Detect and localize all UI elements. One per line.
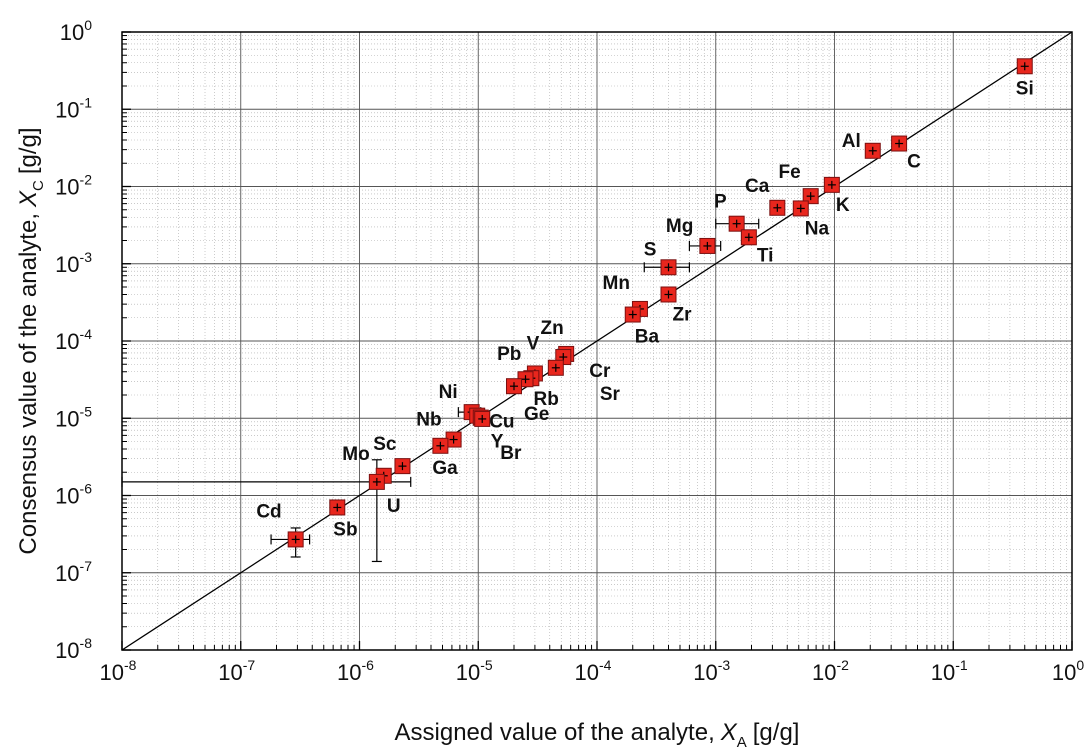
- y-tick-label: 100: [60, 17, 92, 45]
- point-label-ga: Ga: [432, 458, 458, 479]
- point-label-cr: Cr: [589, 361, 611, 382]
- y-tick-label: 10-1: [55, 94, 92, 122]
- x-tick-label: 10-5: [456, 657, 493, 685]
- point-label-pb: Pb: [497, 344, 521, 365]
- x-tick-label: 10-6: [337, 657, 374, 685]
- point-label-u: U: [387, 496, 401, 517]
- point-label-sc: Sc: [373, 434, 397, 455]
- x-tick-label: 10-4: [575, 657, 612, 685]
- y-tick-label: 10-5: [55, 403, 92, 431]
- point-label-zn: Zn: [541, 318, 564, 339]
- y-tick-label: 10-8: [55, 635, 92, 663]
- point-label-mo: Mo: [342, 444, 369, 465]
- point-label-mn: Mn: [603, 273, 630, 294]
- y-tick-label: 10-2: [55, 172, 92, 200]
- point-label-br: Br: [500, 443, 522, 464]
- point-label-k: K: [836, 195, 850, 216]
- point-label-na: Na: [805, 218, 830, 239]
- x-tick-label: 10-3: [693, 657, 730, 685]
- x-tick-label: 100: [1052, 657, 1084, 685]
- y-tick-labels: 10-8 10-7 10-6 10-5 10-4 10-3 10-2 10-1 100: [55, 17, 92, 663]
- x-tick-label: 10-8: [100, 657, 137, 685]
- x-tick-label: 10-1: [931, 657, 968, 685]
- point-label-sb: Sb: [333, 519, 357, 540]
- point-label-sr: Sr: [600, 384, 621, 405]
- y-tick-label: 10-6: [55, 481, 92, 509]
- point-label-ni: Ni: [439, 382, 458, 403]
- point-label-v: V: [527, 333, 540, 354]
- point-label-zr: Zr: [672, 304, 692, 325]
- x-tick-labels: 10-8 10-7 10-6 10-5 10-4 10-3 10-2 10-1 100: [100, 657, 1085, 685]
- point-label-cu: Cu: [489, 412, 514, 433]
- point-label-cd: Cd: [256, 501, 281, 522]
- point-label-si: Si: [1016, 78, 1034, 99]
- point-label-mg: Mg: [666, 216, 693, 237]
- point-label-fe: Fe: [778, 162, 800, 183]
- point-label-y: Y: [491, 432, 504, 453]
- x-tick-label: 10-7: [218, 657, 255, 685]
- point-label-ca: Ca: [745, 176, 770, 197]
- point-label-nb: Nb: [416, 410, 441, 431]
- point-label-al: Al: [842, 131, 861, 152]
- point-label-p: P: [714, 192, 727, 213]
- y-axis-title: Consensus value of the analyte,XC[g/g]: [15, 127, 47, 554]
- point-label-ge: Ge: [524, 404, 549, 425]
- point-label-c: C: [907, 152, 921, 173]
- point-label-ti: Ti: [757, 245, 774, 266]
- point-label-s: S: [644, 239, 657, 260]
- y-tick-label: 10-7: [55, 558, 92, 586]
- x-tick-label: 10-2: [812, 657, 849, 685]
- data-markers: [287, 58, 1033, 548]
- major-grid: [122, 32, 1072, 650]
- x-axis-title: Assigned value of the analyte, XA [g/g]: [395, 719, 800, 751]
- y-tick-label: 10-4: [55, 326, 92, 354]
- reference-line-y-equals-x: [121, 31, 1073, 651]
- axis-ticks: [121, 31, 1073, 651]
- point-label-ba: Ba: [635, 327, 660, 348]
- y-tick-label: 10-3: [55, 249, 92, 277]
- point-label-rb: Rb: [534, 389, 559, 410]
